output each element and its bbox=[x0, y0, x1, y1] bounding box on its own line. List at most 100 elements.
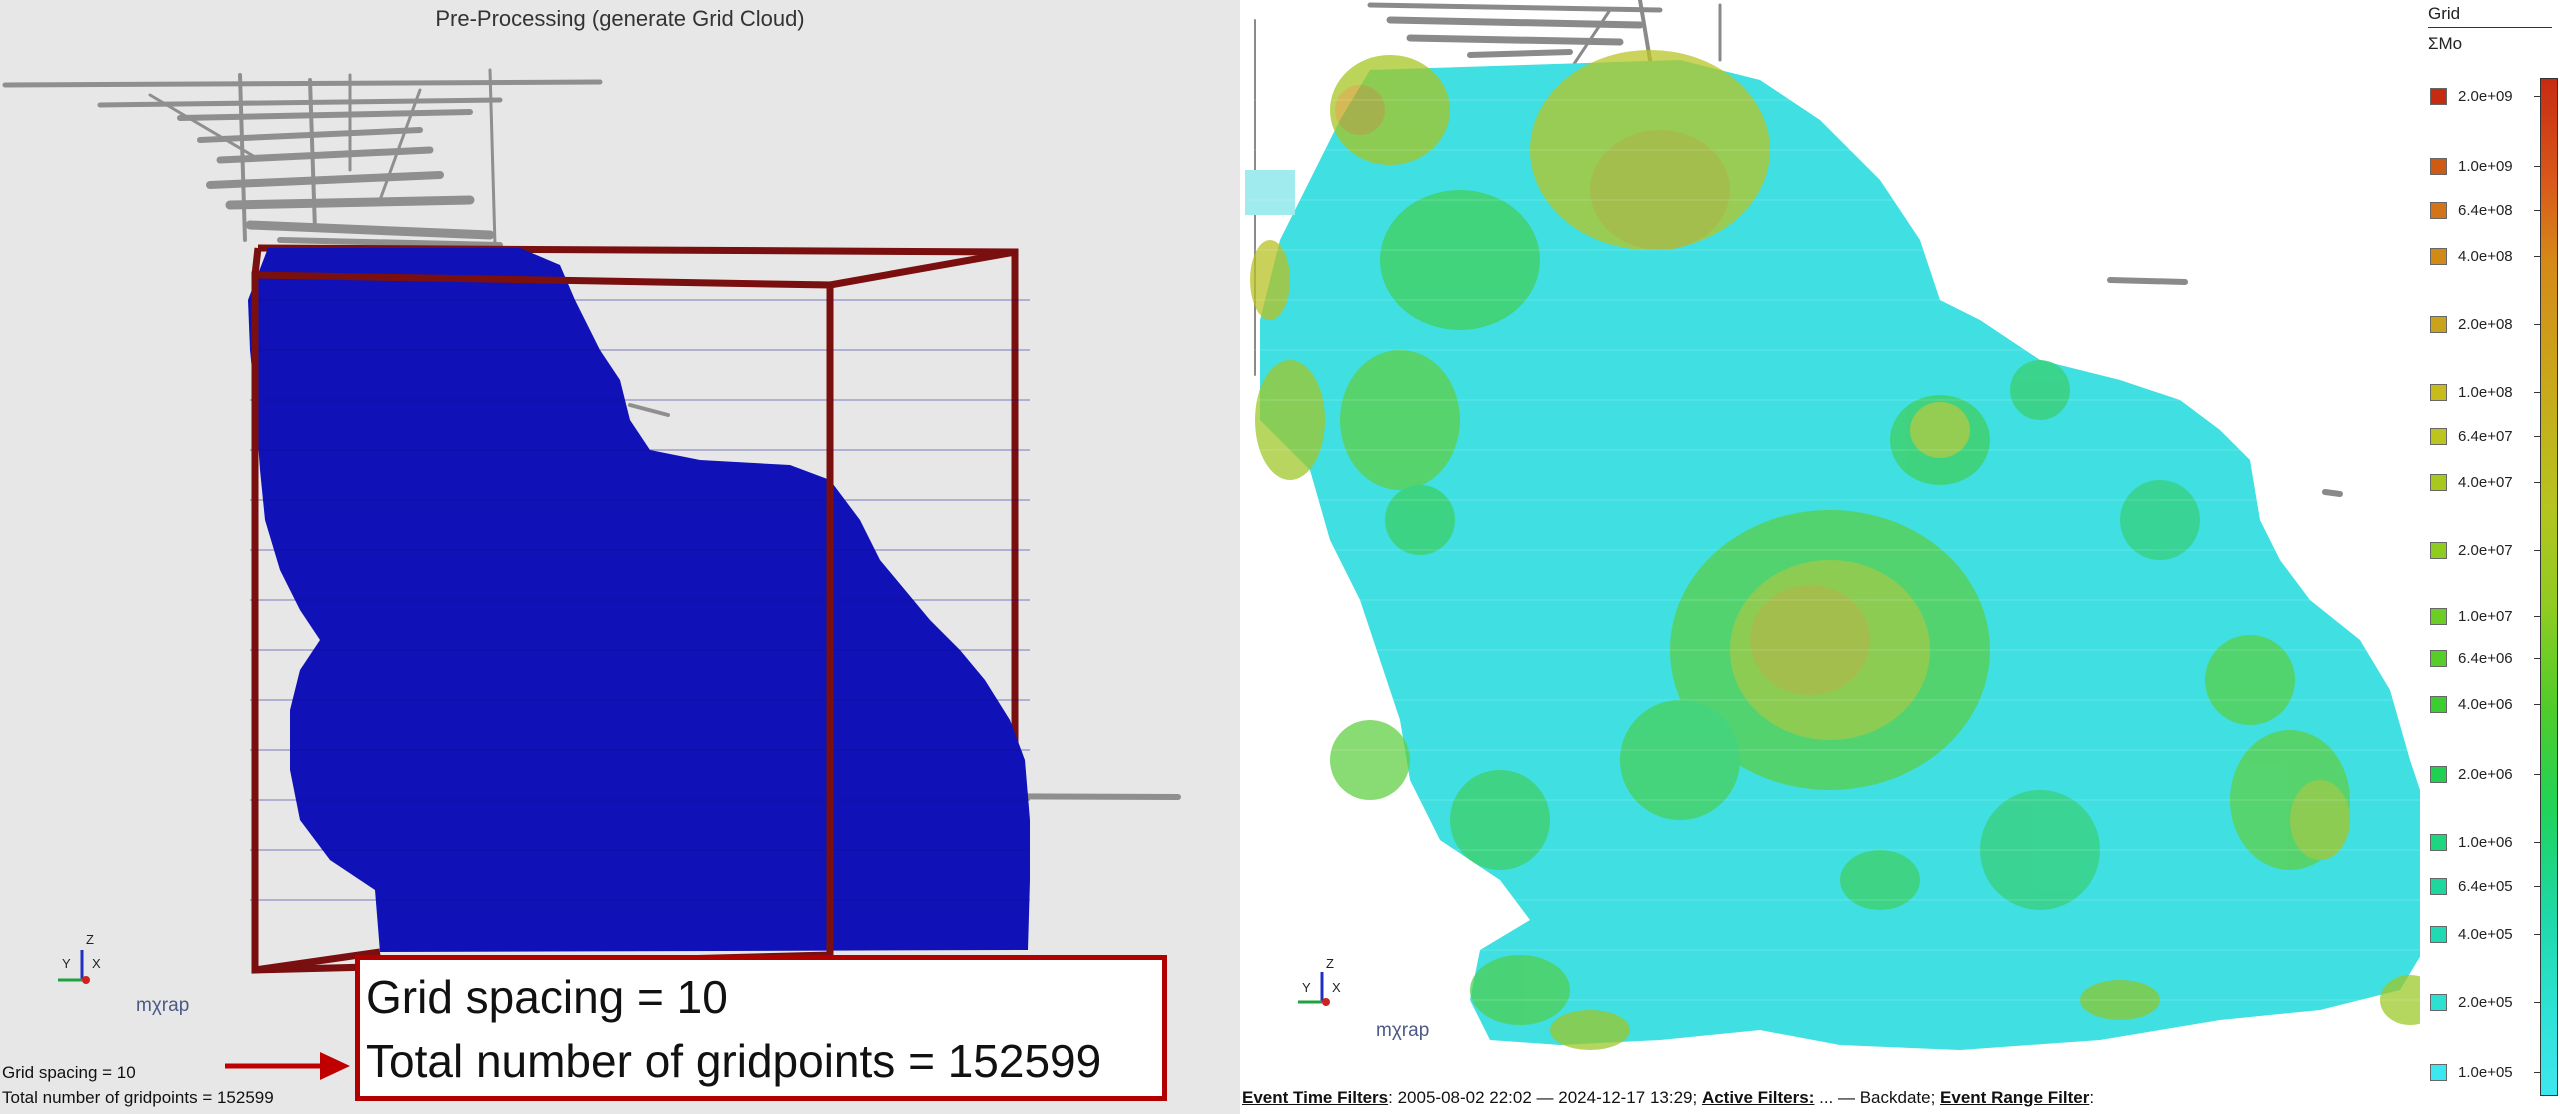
legend-entry: 6.4e+06 bbox=[2420, 650, 2540, 668]
legend-swatch bbox=[2430, 994, 2447, 1011]
event-range-filter-link[interactable]: Event Range Filter bbox=[1940, 1088, 2090, 1107]
legend-swatch bbox=[2430, 248, 2447, 265]
event-range-filter-value: : bbox=[2089, 1088, 2095, 1107]
legend-swatch bbox=[2430, 650, 2447, 667]
legend-tick bbox=[2534, 842, 2540, 843]
legend-tick bbox=[2534, 210, 2540, 211]
legend-tick bbox=[2534, 1072, 2540, 1073]
legend-label: 4.0e+08 bbox=[2458, 248, 2513, 265]
mine-tunnels bbox=[2, 68, 1181, 804]
axis-y-label-right: Y bbox=[1302, 980, 1311, 995]
legend-swatch bbox=[2430, 1064, 2447, 1081]
legend-subtitle: ΣMo bbox=[2428, 34, 2463, 53]
legend-swatch bbox=[2430, 542, 2447, 559]
status-total-gridpoints: Total number of gridpoints = 152599 bbox=[2, 1088, 274, 1107]
legend-swatch bbox=[2430, 696, 2447, 713]
legend-entry: 4.0e+06 bbox=[2420, 696, 2540, 714]
legend-label: 1.0e+05 bbox=[2458, 1064, 2513, 1081]
grid-info-callout: Grid spacing = 10 Total number of gridpo… bbox=[355, 955, 1167, 1101]
legend-tick bbox=[2534, 324, 2540, 325]
legend-tick bbox=[2534, 616, 2540, 617]
brand-logo: mχrap bbox=[136, 995, 190, 1016]
legend-entry: 4.0e+07 bbox=[2420, 474, 2540, 492]
legend-tick bbox=[2534, 436, 2540, 437]
moment-grid-texture bbox=[1240, 99, 2420, 1001]
callout-arrow bbox=[225, 1052, 350, 1080]
legend-label: 4.0e+07 bbox=[2458, 474, 2513, 491]
legend-tick bbox=[2534, 550, 2540, 551]
legend-swatch bbox=[2430, 88, 2447, 105]
legend-tick bbox=[2534, 704, 2540, 705]
legend-entry: 1.0e+06 bbox=[2420, 834, 2540, 852]
legend-label: 1.0e+06 bbox=[2458, 834, 2513, 851]
brand-logo-right: mχrap bbox=[1376, 1020, 1430, 1041]
event-time-filters-link[interactable]: Event Time Filters bbox=[1242, 1088, 1389, 1107]
legend-entry: 1.0e+09 bbox=[2420, 158, 2540, 176]
square-block-left bbox=[1245, 170, 1295, 215]
legend-label: 2.0e+06 bbox=[2458, 766, 2513, 783]
grid-result-viewport[interactable]: Z Y X bbox=[1240, 0, 2560, 1114]
legend-tick bbox=[2534, 934, 2540, 935]
color-legend: Grid ΣMo 2.0e+09 1.0e+09 6.4e+08 4.0e+08 2.0… bbox=[2420, 0, 2560, 1114]
legend-entry: 2.0e+05 bbox=[2420, 994, 2540, 1012]
legend-entry: 4.0e+08 bbox=[2420, 248, 2540, 266]
legend-label: 6.4e+05 bbox=[2458, 878, 2513, 895]
grid-cloud-texture bbox=[250, 299, 1030, 901]
legend-label: 1.0e+08 bbox=[2458, 384, 2513, 401]
legend-entry: 2.0e+09 bbox=[2420, 88, 2540, 106]
grid-result-scene[interactable] bbox=[1240, 0, 2420, 1114]
legend-swatch bbox=[2430, 878, 2447, 895]
legend-entry: 6.4e+08 bbox=[2420, 202, 2540, 220]
legend-entry: 1.0e+07 bbox=[2420, 608, 2540, 626]
event-time-filters-value: : 2005-08-02 22:02 — 2024-12-17 13:29; bbox=[1388, 1088, 1702, 1107]
legend-divider bbox=[2428, 27, 2552, 28]
page-title: Pre-Processing (generate Grid Cloud) bbox=[435, 6, 805, 31]
legend-title: Grid bbox=[2428, 4, 2461, 23]
legend-entry: 6.4e+05 bbox=[2420, 878, 2540, 896]
legend-swatch bbox=[2430, 158, 2447, 175]
legend-tick bbox=[2534, 774, 2540, 775]
legend-tick bbox=[2534, 96, 2540, 97]
preprocessing-viewport[interactable]: Pre-Processing (generate Grid Cloud) Z Y… bbox=[0, 0, 1240, 1114]
legend-label: 1.0e+07 bbox=[2458, 608, 2513, 625]
legend-swatch bbox=[2430, 926, 2447, 943]
axis-x-label: X bbox=[92, 956, 101, 971]
axis-x-label-right: X bbox=[1332, 980, 1341, 995]
callout-total-gridpoints: Total number of gridpoints = 152599 bbox=[366, 1035, 1102, 1087]
callout-grid-spacing: Grid spacing = 10 bbox=[366, 971, 728, 1023]
legend-label: 2.0e+08 bbox=[2458, 316, 2513, 333]
legend-swatch bbox=[2430, 608, 2447, 625]
legend-label: 4.0e+06 bbox=[2458, 696, 2513, 713]
legend-tick bbox=[2534, 886, 2540, 887]
active-filters-value: ... — Backdate; bbox=[1814, 1088, 1941, 1107]
legend-label: 6.4e+08 bbox=[2458, 202, 2513, 219]
preprocessing-scene[interactable] bbox=[0, 0, 1240, 1114]
axis-triad-left bbox=[58, 950, 90, 984]
legend-swatch bbox=[2430, 384, 2447, 401]
legend-label: 2.0e+07 bbox=[2458, 542, 2513, 559]
legend-swatch bbox=[2430, 834, 2447, 851]
colorbar bbox=[2540, 78, 2558, 1096]
legend-tick bbox=[2534, 482, 2540, 483]
moment-hotspots bbox=[1250, 50, 2420, 1050]
status-grid-spacing: Grid spacing = 10 bbox=[2, 1063, 136, 1082]
legend-swatch bbox=[2430, 202, 2447, 219]
legend-tick bbox=[2534, 392, 2540, 393]
legend-label: 6.4e+06 bbox=[2458, 650, 2513, 667]
legend-swatch bbox=[2430, 474, 2447, 491]
legend-entry: 2.0e+08 bbox=[2420, 316, 2540, 334]
legend-swatch bbox=[2430, 766, 2447, 783]
legend-tick bbox=[2534, 1002, 2540, 1003]
legend-entry: 2.0e+06 bbox=[2420, 766, 2540, 784]
legend-tick bbox=[2534, 256, 2540, 257]
axis-z-label: Z bbox=[86, 932, 94, 947]
axis-y-label: Y bbox=[62, 956, 71, 971]
legend-entry: 4.0e+05 bbox=[2420, 926, 2540, 944]
active-filters-link[interactable]: Active Filters: bbox=[1701, 1088, 1815, 1107]
legend-label: 1.0e+09 bbox=[2458, 158, 2513, 175]
legend-entry: 1.0e+05 bbox=[2420, 1064, 2540, 1082]
legend-entry: 6.4e+07 bbox=[2420, 428, 2540, 446]
legend-tick bbox=[2534, 658, 2540, 659]
legend-label: 6.4e+07 bbox=[2458, 428, 2513, 445]
